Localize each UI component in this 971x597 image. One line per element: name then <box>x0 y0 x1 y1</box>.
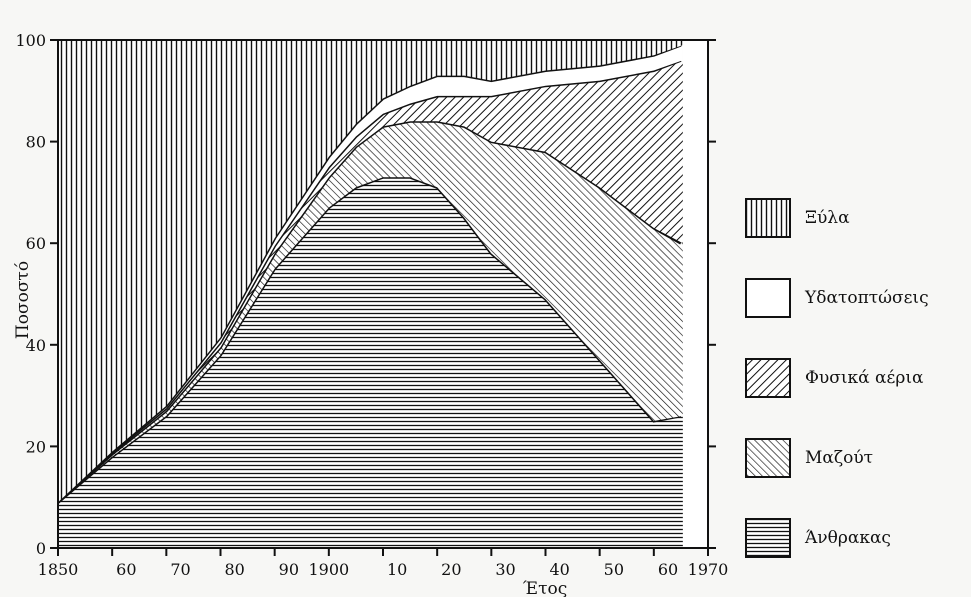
labels-layer: 0 20 40 60 80 100 1850 60 70 80 90 1900 10 20 30 40 50 60… <box>13 31 728 597</box>
blank-strip <box>682 40 708 548</box>
legend-swatch <box>745 358 791 398</box>
x-tick-label: 70 <box>170 560 190 579</box>
x-tick-label: 60 <box>658 560 678 579</box>
x-tick-label: 80 <box>225 560 245 579</box>
legend-label: Μαζούτ <box>805 448 874 468</box>
y-tick-label: 20 <box>26 437 46 456</box>
areas-layer <box>56 40 708 548</box>
legend-item: Μαζούτ <box>745 438 873 478</box>
y-tick-label: 80 <box>26 133 46 152</box>
legend-item: Άνθρακας <box>745 518 891 558</box>
legend-label: Φυσικά αέρια <box>805 368 924 388</box>
legend-item: Φυσικά αέρια <box>745 358 923 398</box>
y-tick-label: 100 <box>15 31 46 50</box>
axes-layer <box>50 39 716 556</box>
x-tick-label: 20 <box>441 560 461 579</box>
x-tick-label: 90 <box>279 560 299 579</box>
x-tick-label: 10 <box>387 560 407 579</box>
legend-swatch <box>745 518 791 558</box>
legend-swatch <box>745 278 791 318</box>
area-series-4 <box>58 40 683 503</box>
legend-swatch <box>745 438 791 478</box>
x-axis-title: Έτος <box>523 579 567 597</box>
x-tick-label: 1900 <box>308 560 349 579</box>
legend-item: Ξύλα <box>745 198 850 238</box>
x-tick-label: 30 <box>495 560 515 579</box>
x-tick-label: 1970 <box>688 560 729 579</box>
area-series-0 <box>58 177 683 548</box>
x-tick-label: 1850 <box>38 560 79 579</box>
legend-label: Άνθρακας <box>805 528 891 548</box>
legend-swatch <box>745 198 791 238</box>
y-tick-label: 40 <box>26 336 46 355</box>
legend-item: Υδατοπτώσεις <box>745 278 929 318</box>
x-tick-label: 40 <box>550 560 570 579</box>
y-axis-title: Ποσοστό <box>13 261 33 339</box>
y-tick-label: 60 <box>26 234 46 253</box>
legend-label: Ξύλα <box>805 208 850 228</box>
area-series-2 <box>58 60 683 503</box>
x-tick-label: 60 <box>116 560 136 579</box>
y-tick-label: 0 <box>36 539 46 558</box>
legend-label: Υδατοπτώσεις <box>805 288 929 308</box>
area-series-1 <box>58 121 683 503</box>
x-tick-label: 50 <box>604 560 624 579</box>
